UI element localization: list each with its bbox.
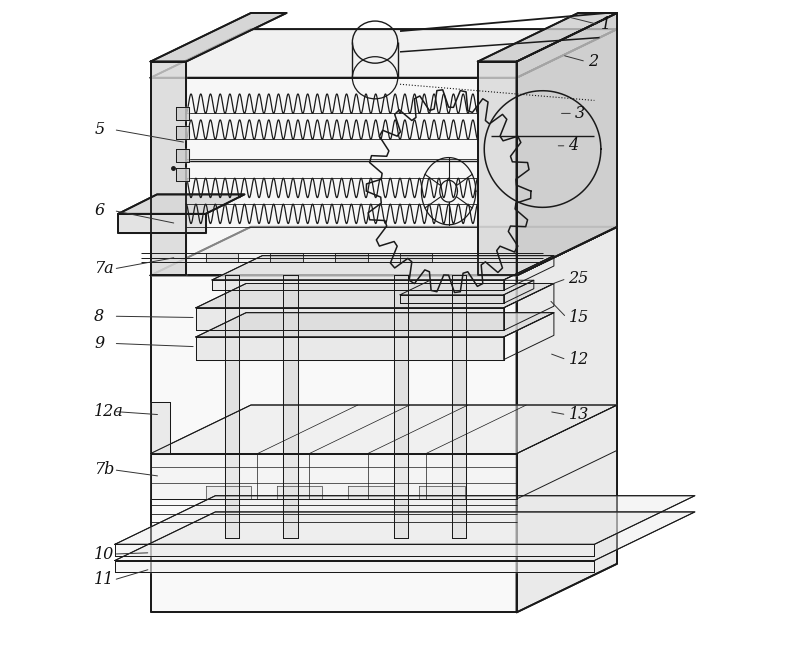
Polygon shape [394,275,408,538]
Text: 6: 6 [94,202,104,219]
Polygon shape [150,454,517,499]
Polygon shape [478,13,617,62]
Polygon shape [115,496,695,544]
Polygon shape [517,29,617,275]
Text: 13: 13 [569,406,589,423]
Polygon shape [115,561,594,572]
Polygon shape [177,107,190,120]
Text: 7a: 7a [94,260,114,277]
Text: 9: 9 [94,335,104,352]
Text: 7b: 7b [94,461,114,478]
Polygon shape [118,194,245,214]
Polygon shape [177,168,190,181]
Polygon shape [177,126,190,139]
Text: 3: 3 [575,105,585,122]
Polygon shape [150,78,517,275]
Text: 5: 5 [94,121,104,138]
Polygon shape [150,405,617,454]
Polygon shape [150,62,186,275]
Polygon shape [150,227,617,275]
Polygon shape [419,486,465,499]
Polygon shape [277,486,322,499]
Polygon shape [196,308,504,330]
Polygon shape [283,275,298,538]
Text: 10: 10 [94,546,114,562]
Polygon shape [478,62,517,275]
Polygon shape [400,253,432,262]
Polygon shape [150,402,170,454]
Polygon shape [517,13,617,275]
Text: 15: 15 [569,309,589,326]
Polygon shape [115,544,594,556]
Text: 8: 8 [94,308,104,325]
Text: 2: 2 [588,53,598,70]
Polygon shape [196,284,554,308]
Text: 25: 25 [569,270,589,287]
Text: 12a: 12a [94,403,124,420]
Polygon shape [335,253,368,262]
Polygon shape [206,486,251,499]
Text: 11: 11 [94,572,114,588]
Text: 4: 4 [569,137,578,154]
Polygon shape [348,486,394,499]
Polygon shape [452,275,466,538]
Polygon shape [400,295,504,303]
Polygon shape [270,253,302,262]
Polygon shape [115,512,695,561]
Polygon shape [196,313,554,337]
Polygon shape [177,149,190,162]
Polygon shape [225,275,239,538]
Polygon shape [517,227,617,612]
Text: 1: 1 [601,16,611,33]
Text: 12: 12 [569,351,589,368]
Polygon shape [212,256,554,280]
Polygon shape [150,275,517,612]
Polygon shape [196,337,504,360]
Polygon shape [212,280,504,290]
Polygon shape [118,214,206,233]
Polygon shape [150,13,286,62]
Polygon shape [150,29,617,78]
Polygon shape [206,253,238,262]
